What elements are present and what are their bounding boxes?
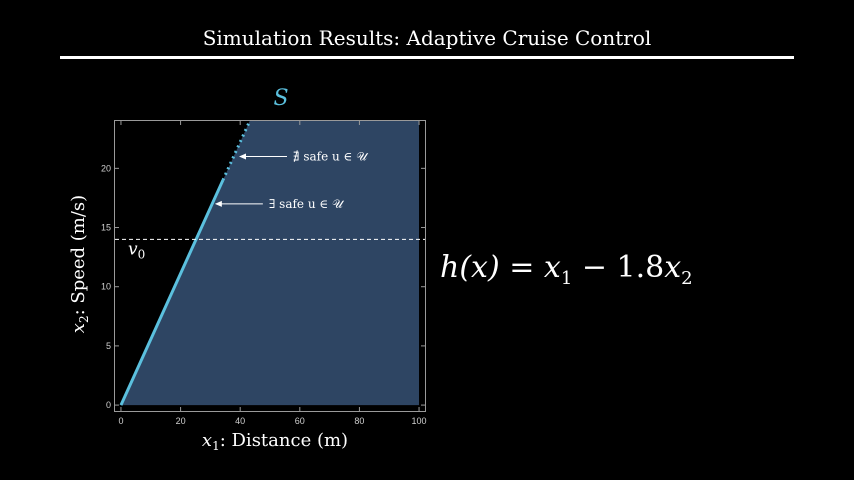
annotation-text: ∃ safe u ∈ 𝒰 <box>269 197 345 211</box>
x-tick-label: 40 <box>235 416 245 426</box>
x-tick-label: 60 <box>295 416 305 426</box>
x-tick-label: 0 <box>118 416 123 426</box>
y-axis-label: x2: Speed (m/s) <box>68 195 91 333</box>
x-axis-ticks: 0 20 40 60 80 100 <box>118 121 427 426</box>
x-tick-label: 80 <box>354 416 364 426</box>
y-axis-ticks: 0 5 10 15 20 <box>101 163 425 410</box>
boundary-dotted-line <box>221 120 252 181</box>
y-tick-label: 0 <box>106 400 111 410</box>
annotation-text: ∄ safe u ∈ 𝒰 <box>293 150 369 164</box>
y-tick-label: 15 <box>101 223 111 233</box>
boundary-line <box>119 179 225 406</box>
x-tick-label: 20 <box>176 416 186 426</box>
plot-frame <box>114 120 426 412</box>
y-tick-label: 20 <box>101 163 111 173</box>
annotation-arrowhead <box>214 200 222 207</box>
v0-label: v0 <box>128 239 145 261</box>
region-label: S <box>273 86 288 111</box>
y-tick-label: 5 <box>106 341 111 351</box>
annotations: ∄ safe u ∈ 𝒰 ∃ safe u ∈ 𝒰 <box>214 150 369 211</box>
x-tick-label: 100 <box>412 416 427 426</box>
safe-region <box>121 121 419 406</box>
y-tick-label: 10 <box>101 282 111 292</box>
title-underline <box>60 56 794 59</box>
x-axis-label: x1: Distance (m) <box>202 430 348 453</box>
page-title: Simulation Results: Adaptive Cruise Cont… <box>202 26 652 50</box>
annotation-arrowhead <box>239 153 246 160</box>
barrier-function-equation: h(x) = x1 − 1.8x2 <box>440 250 693 289</box>
